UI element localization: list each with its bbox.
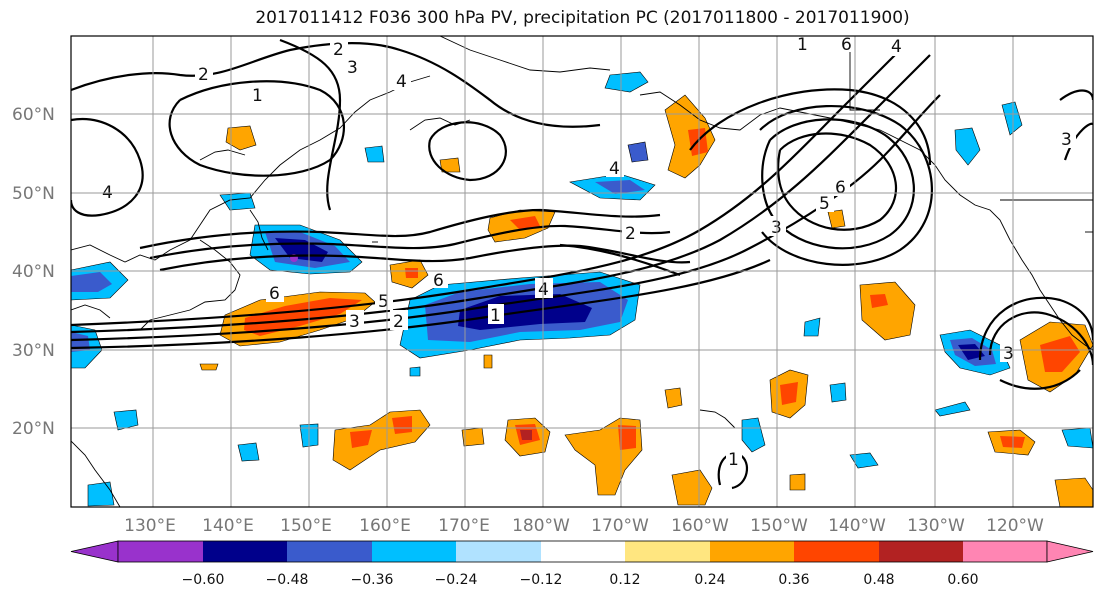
contour-label: 2	[393, 312, 404, 332]
contour-label: 3	[347, 58, 358, 78]
contour-label: 3	[771, 218, 782, 238]
lon-label: 160°E	[359, 516, 411, 536]
contour-label: 4	[609, 159, 620, 179]
map-frame	[70, 35, 1094, 508]
lat-label: 40°N	[12, 262, 55, 282]
contour-label: 6	[841, 35, 852, 55]
colorbar-tick-label: −0.48	[266, 572, 309, 588]
lat-label: 20°N	[12, 419, 55, 439]
contour-label: 2	[333, 40, 344, 60]
lon-label: 130°W	[907, 516, 965, 536]
lat-label: 50°N	[12, 184, 55, 204]
lon-label: 160°W	[671, 516, 729, 536]
contour-label: 3	[349, 312, 360, 332]
contour-label: 6	[835, 178, 846, 198]
colorbar-tick-label: 0.48	[863, 572, 894, 588]
contour-label: 4	[396, 72, 407, 92]
map-plot-area: 2 1 2 3 4 4 6 6 5 3 2 1 4 2	[71, 35, 1093, 507]
lon-label: 150°W	[750, 516, 808, 536]
colorbar-tick-label: −0.24	[435, 572, 478, 588]
contour-label: 5	[819, 194, 830, 214]
colorbar-extend-high	[1046, 540, 1094, 563]
colorbar-swatch	[710, 541, 794, 562]
pv-contour-labels: 2 1 2 3 4 4 6 6 5 3 2 1 4 2	[100, 35, 1076, 470]
contour-label: 5	[378, 292, 389, 312]
lon-label: 140°E	[202, 516, 254, 536]
colorbar-swatch	[625, 541, 710, 562]
colorbar-swatch	[118, 541, 203, 562]
contour-label: 1	[252, 86, 263, 106]
longitude-labels: 130°E 140°E 150°E 160°E 170°E 180°W 170°…	[124, 516, 1044, 536]
lon-label: 140°W	[828, 516, 886, 536]
contour-label: 2	[625, 224, 636, 244]
contour-label: 1	[490, 306, 501, 326]
lon-label: 120°W	[986, 516, 1044, 536]
colorbar-tick-label: 0.60	[947, 572, 978, 588]
lat-label: 60°N	[12, 105, 55, 125]
lon-label: 150°E	[280, 516, 332, 536]
colorbar: −0.60 −0.48 −0.36 −0.24 −0.12 0.12 0.24 …	[70, 540, 1094, 588]
latitude-labels: 60°N 50°N 40°N 30°N 20°N	[12, 105, 55, 439]
colorbar-swatch	[879, 541, 963, 562]
contour-label: 6	[269, 284, 280, 304]
graticule	[71, 36, 1093, 507]
contour-label: 3	[1003, 344, 1014, 364]
colorbar-swatch	[963, 541, 1047, 562]
colorbar-tick-label: 0.36	[778, 572, 809, 588]
colorbar-tick-label: −0.12	[520, 572, 563, 588]
colorbar-swatch	[203, 541, 287, 562]
colorbar-swatch	[541, 541, 625, 562]
map-title: 2017011412 F036 300 hPa PV, precipitatio…	[255, 8, 910, 28]
contour-label: 1	[728, 450, 739, 470]
contour-label: 4	[891, 37, 902, 57]
contour-label: 6	[433, 271, 444, 291]
lon-label: 170°W	[591, 516, 649, 536]
colorbar-tick-label: 0.12	[609, 572, 640, 588]
lat-label: 30°N	[12, 341, 55, 361]
colorbar-tick-label: −0.60	[182, 572, 225, 588]
colorbar-swatch	[794, 541, 879, 562]
contour-label: 3	[1061, 130, 1072, 150]
colorbar-swatch	[372, 541, 456, 562]
colorbar-swatch	[287, 541, 372, 562]
contour-label: 2	[198, 65, 209, 85]
colorbar-swatch	[456, 541, 541, 562]
pv-contours	[71, 38, 1093, 490]
colorbar-tick-label: −0.36	[351, 572, 394, 588]
colorbar-tick-label: 0.24	[694, 572, 725, 588]
lon-label: 170°E	[438, 516, 490, 536]
contour-label: 1	[797, 35, 808, 55]
lon-label: 180°W	[512, 516, 570, 536]
lon-label: 130°E	[124, 516, 176, 536]
colorbar-extend-low	[70, 540, 119, 563]
